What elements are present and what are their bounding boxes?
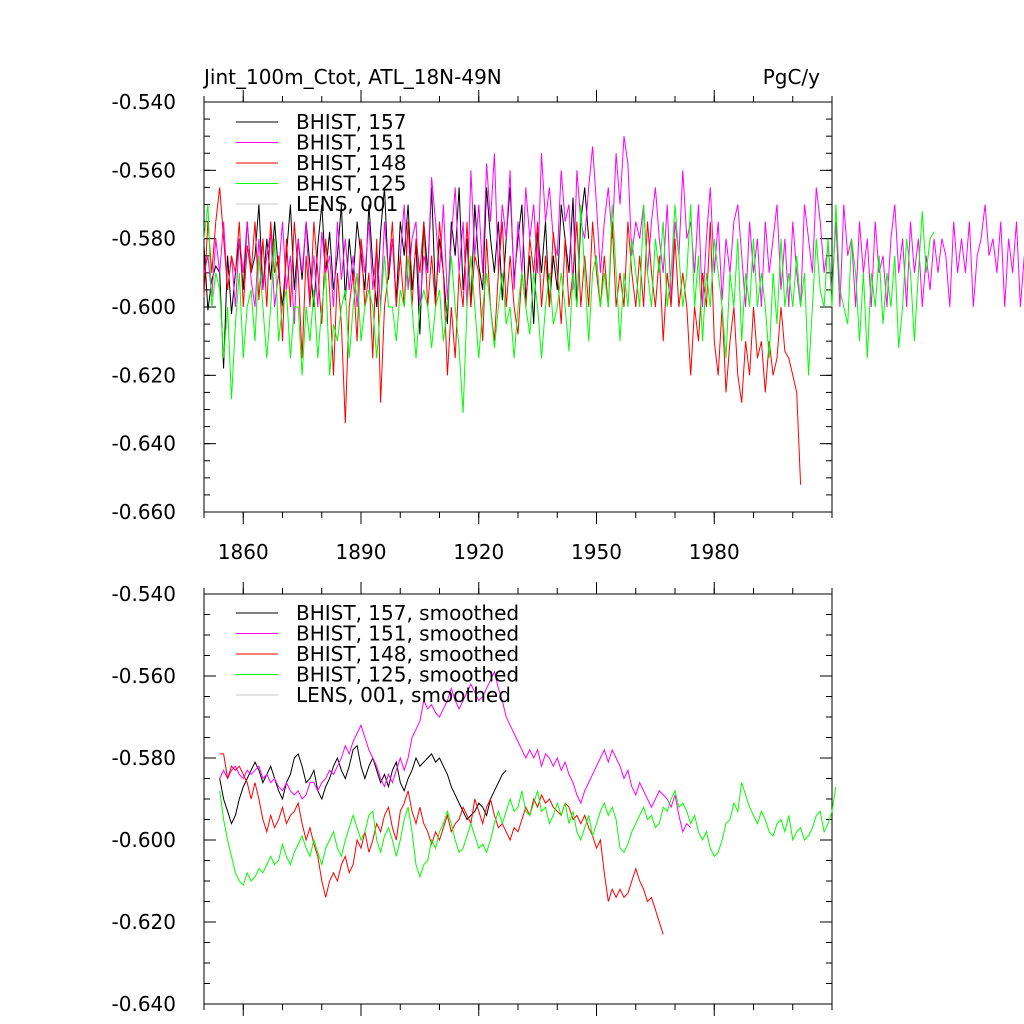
y-tick-label: -0.640 xyxy=(112,432,176,456)
series-line-bhist-125 xyxy=(203,204,935,413)
series-line-bhist-148 xyxy=(203,187,802,485)
x-tick-label: 1980 xyxy=(689,540,740,564)
legend-label: BHIST, 148 xyxy=(296,151,406,175)
series-line-bhist-148 xyxy=(219,753,664,935)
y-tick-label: -0.580 xyxy=(112,227,176,251)
x-tick-label: 1920 xyxy=(453,540,504,564)
legend-label: BHIST, 151 xyxy=(296,131,406,155)
y-tick-label: -0.600 xyxy=(112,295,176,319)
legend-label: BHIST, 125, smoothed xyxy=(296,663,519,687)
x-tick-label: 1890 xyxy=(336,540,387,564)
y-tick-label: -0.600 xyxy=(112,828,176,852)
y-tick-label: -0.560 xyxy=(112,664,176,688)
series-line-bhist-157 xyxy=(219,744,507,825)
y-tick-label: -0.540 xyxy=(112,90,176,114)
x-tick-label: 1950 xyxy=(571,540,622,564)
y-tick-label: -0.540 xyxy=(112,582,176,606)
legend-label: LENS, 001 xyxy=(296,192,398,216)
bottom-panel: -0.540 -0.560 -0.580 -0.600 -0.620 -0.640 BHIS… xyxy=(112,582,837,1016)
legend-label: BHIST, 157 xyxy=(296,110,406,134)
y-tick-label: -0.620 xyxy=(112,363,176,387)
y-tick-label: -0.620 xyxy=(112,910,176,934)
x-tick-label: 1860 xyxy=(218,540,269,564)
legend-label: BHIST, 157, smoothed xyxy=(296,601,519,625)
y-tick-label: -0.560 xyxy=(112,158,176,182)
y-tick-label: -0.660 xyxy=(112,500,176,524)
y-tick-label: -0.640 xyxy=(112,992,176,1016)
series-line-bhist-125 xyxy=(219,782,837,887)
series-line-bhist-151 xyxy=(219,670,692,834)
legend-label: BHIST, 125 xyxy=(296,172,406,196)
top-panel: -0.540 -0.560 -0.580 -0.600 -0.620 -0.640 -0.6… xyxy=(112,90,1024,564)
legend-label: LENS, 001, smoothed xyxy=(296,683,511,707)
plot-title: Jint_100m_Ctot, ATL_18N-49N xyxy=(202,65,502,89)
legend-label: BHIST, 151, smoothed xyxy=(296,622,519,646)
legend-label: BHIST, 148, smoothed xyxy=(296,642,519,666)
plot-units: PgC/y xyxy=(763,65,820,89)
y-tick-label: -0.580 xyxy=(112,746,176,770)
